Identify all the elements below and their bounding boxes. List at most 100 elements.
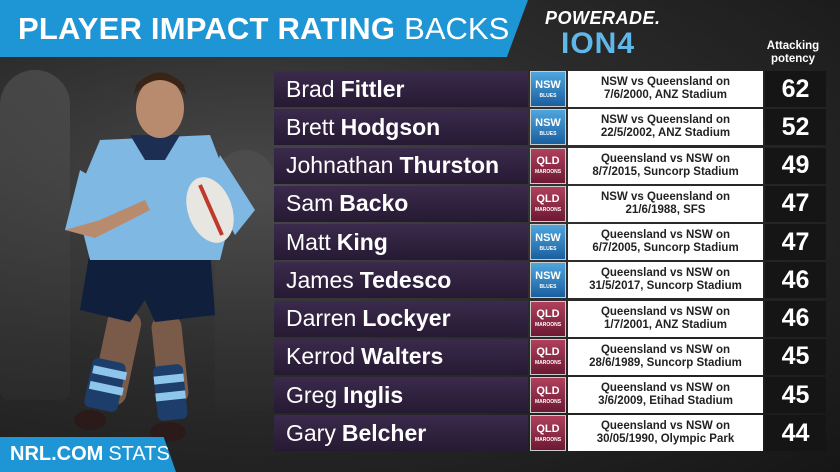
qld-maroons-logo-icon: QLD MAROONS bbox=[530, 338, 566, 375]
match-line1: NSW vs Queensland on bbox=[600, 76, 731, 88]
match-line2: 30/05/1990, Olympic Park bbox=[596, 433, 735, 446]
player-name: Darren Lockyer bbox=[274, 300, 528, 337]
background-player-left bbox=[0, 70, 70, 400]
player-last-name: Lockyer bbox=[362, 305, 451, 331]
player-last-name: Hodgson bbox=[340, 113, 441, 140]
match-line2: 22/5/2002, ANZ Stadium bbox=[600, 127, 731, 140]
player-first-name: Johnathan bbox=[286, 152, 394, 178]
match-details: Queensland vs NSW on 30/05/1990, Olympic … bbox=[568, 415, 763, 452]
player-name: Kerrod Walters bbox=[274, 338, 528, 375]
title-banner: PLAYER IMPACT RATING BACKS bbox=[0, 0, 528, 57]
team-nickname: BLUES bbox=[539, 92, 557, 99]
player-first-name: Kerrod bbox=[286, 343, 356, 370]
player-first-name: Darren bbox=[286, 305, 357, 331]
table-row: Johnathan Thurston QLD MAROONS Queensland vs… bbox=[274, 147, 826, 184]
column-header-line2: potency bbox=[770, 53, 816, 65]
match-details: Queensland vs NSW on 28/6/1989, Suncorp S… bbox=[568, 338, 763, 375]
team-code: QLD bbox=[536, 346, 560, 359]
player-name: Matt King bbox=[274, 224, 528, 260]
match-line2: 1/7/2001, ANZ Stadium bbox=[604, 318, 727, 331]
column-header-line1: Attacking bbox=[766, 40, 820, 52]
table-row: Kerrod Walters QLD MAROONS Queensland vs NSW… bbox=[274, 338, 826, 375]
title-bold: PLAYER IMPACT RATING bbox=[18, 10, 396, 46]
player-last-name: Tedesco bbox=[359, 266, 452, 293]
ratings-table: Brad Fittler NSW BLUES NSW vs Queensland on 7… bbox=[274, 71, 826, 454]
attacking-potency-score: 47 bbox=[765, 185, 826, 222]
table-row: Gary Belcher QLD MAROONS Queensland vs NSW o… bbox=[274, 415, 826, 452]
team-nickname: MAROONS bbox=[534, 436, 562, 443]
nsw-blues-logo-icon: NSW BLUES bbox=[530, 224, 566, 260]
player-last-name: Backo bbox=[339, 190, 409, 217]
match-details: Queensland vs NSW on 8/7/2015, Suncorp St… bbox=[568, 147, 763, 184]
match-line1: NSW vs Queensland on bbox=[600, 190, 731, 203]
attacking-potency-score: 62 bbox=[765, 71, 826, 107]
player-last-name: Walters bbox=[361, 343, 444, 370]
qld-maroons-logo-icon: QLD MAROONS bbox=[530, 415, 566, 452]
table-row: Sam Backo QLD MAROONS NSW vs Queensland on 21… bbox=[274, 185, 826, 222]
attacking-potency-score: 44 bbox=[765, 415, 826, 452]
nsw-blues-logo-icon: NSW BLUES bbox=[530, 109, 566, 146]
match-line1: Queensland vs NSW on bbox=[600, 382, 731, 394]
qld-maroons-logo-icon: QLD MAROONS bbox=[530, 185, 566, 222]
match-line1: Queensland vs NSW on bbox=[600, 305, 731, 318]
player-first-name: Greg bbox=[286, 381, 338, 408]
qld-maroons-logo-icon: QLD MAROONS bbox=[530, 147, 566, 184]
team-code: NSW bbox=[535, 116, 561, 129]
player-name: Brett Hodgson bbox=[274, 109, 528, 146]
table-row: James Tedesco NSW BLUES Queensland vs NSW on… bbox=[274, 262, 826, 299]
match-line1: Queensland vs NSW on bbox=[600, 267, 731, 280]
column-header-attacking-potency: Attacking potency bbox=[760, 40, 826, 66]
table-row: Brett Hodgson NSW BLUES NSW vs Queensland on… bbox=[274, 109, 826, 146]
attacking-potency-score: 47 bbox=[765, 224, 826, 260]
qld-maroons-logo-icon: QLD MAROONS bbox=[530, 300, 566, 337]
sponsor-line2: ION4 bbox=[561, 27, 636, 60]
player-last-name: Inglis bbox=[343, 381, 404, 408]
player-first-name: Brad bbox=[286, 75, 335, 102]
player-first-name: Brett bbox=[286, 113, 335, 140]
match-details: Queensland vs NSW on 1/7/2001, ANZ Stadiu… bbox=[568, 300, 763, 337]
team-nickname: MAROONS bbox=[534, 169, 562, 175]
team-code: QLD bbox=[536, 384, 560, 397]
match-line2: 7/6/2000, ANZ Stadium bbox=[604, 89, 727, 101]
team-code: QLD bbox=[536, 308, 560, 320]
team-code: NSW bbox=[535, 78, 561, 91]
team-nickname: MAROONS bbox=[534, 322, 562, 328]
match-line2: 31/5/2017, Suncorp Stadium bbox=[589, 280, 742, 293]
player-first-name: Sam bbox=[286, 190, 334, 217]
match-line2: 21/6/1988, SFS bbox=[625, 203, 706, 216]
attacking-potency-score: 49 bbox=[765, 147, 826, 184]
team-code: NSW bbox=[535, 269, 561, 282]
match-line2: 6/7/2005, Suncorp Stadium bbox=[592, 242, 739, 254]
team-code: QLD bbox=[536, 193, 560, 206]
table-row: Matt King NSW BLUES Queensland vs NSW on 6/7/… bbox=[274, 224, 826, 260]
player-last-name: Thurston bbox=[399, 152, 500, 178]
attacking-potency-score: 45 bbox=[765, 377, 826, 413]
attacking-potency-score: 46 bbox=[765, 262, 826, 299]
player-name: Sam Backo bbox=[274, 185, 528, 222]
player-name: Greg Inglis bbox=[274, 377, 528, 413]
match-details: Queensland vs NSW on 6/7/2005, Suncorp St… bbox=[568, 224, 763, 260]
player-name: Johnathan Thurston bbox=[274, 147, 528, 184]
match-line2: 3/6/2009, Etihad Stadium bbox=[598, 395, 733, 407]
team-code: QLD bbox=[536, 155, 560, 167]
team-nickname: MAROONS bbox=[534, 398, 562, 405]
team-nickname: BLUES bbox=[539, 130, 557, 137]
player-photo-icon bbox=[65, 72, 255, 442]
player-name: Brad Fittler bbox=[274, 71, 528, 107]
player-name: James Tedesco bbox=[274, 262, 528, 299]
player-first-name: Gary bbox=[286, 419, 336, 446]
footer-light: STATS bbox=[108, 443, 170, 465]
match-line1: NSW vs Queensland on bbox=[600, 114, 731, 127]
nsw-blues-logo-icon: NSW BLUES bbox=[530, 262, 566, 299]
attacking-potency-score: 46 bbox=[765, 300, 826, 337]
player-first-name: James bbox=[286, 266, 354, 293]
team-nickname: BLUES bbox=[539, 245, 557, 252]
match-line1: Queensland vs NSW on bbox=[600, 343, 731, 356]
match-line1: Queensland vs NSW on bbox=[600, 152, 731, 165]
team-code: QLD bbox=[536, 422, 560, 435]
title-light: BACKS bbox=[404, 10, 510, 46]
team-code: NSW bbox=[535, 231, 561, 244]
player-name: Gary Belcher bbox=[274, 415, 528, 452]
footer-brand: NRL.COM STATS bbox=[0, 437, 176, 472]
